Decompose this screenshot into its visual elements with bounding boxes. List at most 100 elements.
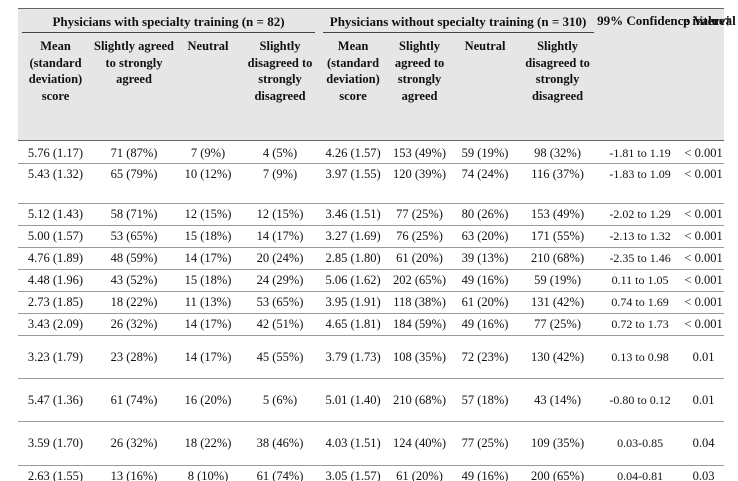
table-row: 5.47 (1.36) 61 (74%) 16 (20%) 5 (6%) 5.01 (1… bbox=[18, 378, 725, 422]
table-cell: -2.02 to 1.29 bbox=[597, 203, 684, 226]
table-cell: -1.81 to 1.19 bbox=[597, 140, 684, 164]
col-header-neutral-with: Neutral bbox=[175, 36, 241, 141]
table-cell: 63 (20%) bbox=[452, 225, 519, 248]
table-cell: -1.83 to 1.09 bbox=[597, 163, 684, 204]
table-cell: 116 (37%) bbox=[518, 163, 598, 204]
table-cell: 65 (79%) bbox=[93, 163, 175, 204]
table-cell: 48 (59%) bbox=[93, 247, 175, 270]
table-cell: 61 (74%) bbox=[241, 465, 320, 481]
table-cell: 120 (39%) bbox=[387, 163, 453, 204]
table-cell: 4.76 (1.89) bbox=[18, 247, 93, 270]
col-header-agreed-without: Slightly agreed to strongly agreed bbox=[387, 36, 453, 141]
table-cell: < 0.001 bbox=[683, 291, 725, 314]
table-cell: 200 (65%) bbox=[518, 465, 598, 481]
table-cell: 131 (42%) bbox=[518, 291, 598, 314]
table-cell: 26 (32%) bbox=[93, 313, 175, 336]
results-table: Physicians with specialty training (n = … bbox=[18, 8, 736, 481]
table-cell: 49 (16%) bbox=[452, 313, 519, 336]
table-cell: 13 (16%) bbox=[93, 465, 175, 481]
table-cell: 2.63 (1.55) bbox=[18, 465, 93, 481]
table-cell: 58 (71%) bbox=[93, 203, 175, 226]
table-cell: 3.46 (1.51) bbox=[319, 203, 388, 226]
table-cell: 130 (42%) bbox=[518, 335, 598, 379]
table-cell: 5.06 (1.62) bbox=[319, 269, 388, 292]
table-cell: 61 (20%) bbox=[387, 465, 453, 481]
table-cell: < 0.001 bbox=[683, 203, 725, 226]
table-cell: 0.01 bbox=[683, 335, 725, 379]
table-cell: 53 (65%) bbox=[241, 291, 320, 314]
table-cell: 3.59 (1.70) bbox=[18, 421, 93, 466]
table-cell: 4.03 (1.51) bbox=[319, 421, 388, 466]
table-cell: 26 (32%) bbox=[93, 421, 175, 466]
table-cell: 0.03 bbox=[683, 465, 725, 481]
table-cell: 42 (51%) bbox=[241, 313, 320, 336]
table-cell: 59 (19%) bbox=[518, 269, 598, 292]
table-cell: 0.01 bbox=[683, 378, 725, 422]
table-cell: 5.43 (1.32) bbox=[18, 163, 93, 204]
table-cell: 0.74 to 1.69 bbox=[597, 291, 684, 314]
table-cell: 71 (87%) bbox=[93, 140, 175, 164]
table-cell: 76 (25%) bbox=[387, 225, 453, 248]
table-row: 5.43 (1.32) 65 (79%) 10 (12%) 7 (9%) 3.97 (1… bbox=[18, 163, 725, 204]
table-cell: < 0.001 bbox=[683, 163, 725, 204]
table-cell: 72 (23%) bbox=[452, 335, 519, 379]
table-cell: 23 (28%) bbox=[93, 335, 175, 379]
table-cell: 11 (13%) bbox=[175, 291, 241, 314]
col-header-disagreed-without: Slightly disagreed to strongly disagreed bbox=[518, 36, 598, 141]
table-cell: 77 (25%) bbox=[387, 203, 453, 226]
table-cell: 14 (17%) bbox=[175, 247, 241, 270]
table-cell: 4 (5%) bbox=[241, 140, 320, 164]
table-cell: 2.73 (1.85) bbox=[18, 291, 93, 314]
table-cell: 5 (6%) bbox=[241, 378, 320, 422]
table-cell: 202 (65%) bbox=[387, 269, 453, 292]
table-row: 4.76 (1.89) 48 (59%) 14 (17%) 20 (24%) 2.85 … bbox=[18, 247, 725, 270]
table-cell: 57 (18%) bbox=[452, 378, 519, 422]
table-cell: 184 (59%) bbox=[387, 313, 453, 336]
table-cell: 77 (25%) bbox=[452, 421, 519, 466]
table-cell: 18 (22%) bbox=[175, 421, 241, 466]
table-cell: 3.43 (2.09) bbox=[18, 313, 93, 336]
table-cell: 61 (20%) bbox=[387, 247, 453, 270]
table-cell: < 0.001 bbox=[683, 269, 725, 292]
table-cell: 61 (74%) bbox=[93, 378, 175, 422]
confidence-interval-header: 99% Confidence interval bbox=[597, 8, 736, 141]
table-cell: 0.72 to 1.73 bbox=[597, 313, 684, 336]
table-cell: 5.76 (1.17) bbox=[18, 140, 93, 164]
table-cell: 14 (17%) bbox=[241, 225, 320, 248]
col-header-mean-without: Mean (standard deviation) score bbox=[319, 36, 388, 141]
table-cell: 5.00 (1.57) bbox=[18, 225, 93, 248]
table-cell: 49 (16%) bbox=[452, 269, 519, 292]
table-cell: 0.11 to 1.05 bbox=[597, 269, 684, 292]
table-cell: 7 (9%) bbox=[241, 163, 320, 204]
table-row: 3.43 (2.09) 26 (32%) 14 (17%) 42 (51%) 4.65 … bbox=[18, 313, 725, 336]
p-value-header: p Value† bbox=[683, 8, 731, 141]
table-body: 5.76 (1.17) 71 (87%) 7 (9%) 4 (5%) 4.26 (1.5… bbox=[18, 140, 725, 481]
table-cell: 15 (18%) bbox=[175, 225, 241, 248]
table-row: 2.63 (1.55) 13 (16%) 8 (10%) 61 (74%) 3.05 (… bbox=[18, 465, 725, 481]
table-cell: 38 (46%) bbox=[241, 421, 320, 466]
table-cell: 3.95 (1.91) bbox=[319, 291, 388, 314]
table-cell: 108 (35%) bbox=[387, 335, 453, 379]
table-cell: 49 (16%) bbox=[452, 465, 519, 481]
table-cell: 12 (15%) bbox=[175, 203, 241, 226]
table-cell: 3.97 (1.55) bbox=[319, 163, 388, 204]
table-cell: -2.13 to 1.32 bbox=[597, 225, 684, 248]
table-cell: < 0.001 bbox=[683, 225, 725, 248]
table-cell: 16 (20%) bbox=[175, 378, 241, 422]
table-cell: 45 (55%) bbox=[241, 335, 320, 379]
table-cell: 39 (13%) bbox=[452, 247, 519, 270]
table-cell: 61 (20%) bbox=[452, 291, 519, 314]
col-header-mean-with: Mean (standard deviation) score bbox=[18, 36, 93, 141]
table-cell: 43 (14%) bbox=[518, 378, 598, 422]
table-cell: -2.35 to 1.46 bbox=[597, 247, 684, 270]
table-cell: 210 (68%) bbox=[518, 247, 598, 270]
table-row: 3.23 (1.79) 23 (28%) 14 (17%) 45 (55%) 3.79 … bbox=[18, 335, 725, 379]
table-row: 3.59 (1.70) 26 (32%) 18 (22%) 38 (46%) 4.03 … bbox=[18, 421, 725, 466]
table-cell: 3.23 (1.79) bbox=[18, 335, 93, 379]
table-row: 5.76 (1.17) 71 (87%) 7 (9%) 4 (5%) 4.26 (1.5… bbox=[18, 140, 725, 164]
group-header-without-training: Physicians without specialty training (n… bbox=[319, 8, 598, 36]
col-header-disagreed-with: Slightly disagreed to strongly disagreed bbox=[241, 36, 320, 141]
table-cell: 18 (22%) bbox=[93, 291, 175, 314]
table-cell: 5.01 (1.40) bbox=[319, 378, 388, 422]
group-header-with-training: Physicians with specialty training (n = … bbox=[18, 8, 320, 36]
